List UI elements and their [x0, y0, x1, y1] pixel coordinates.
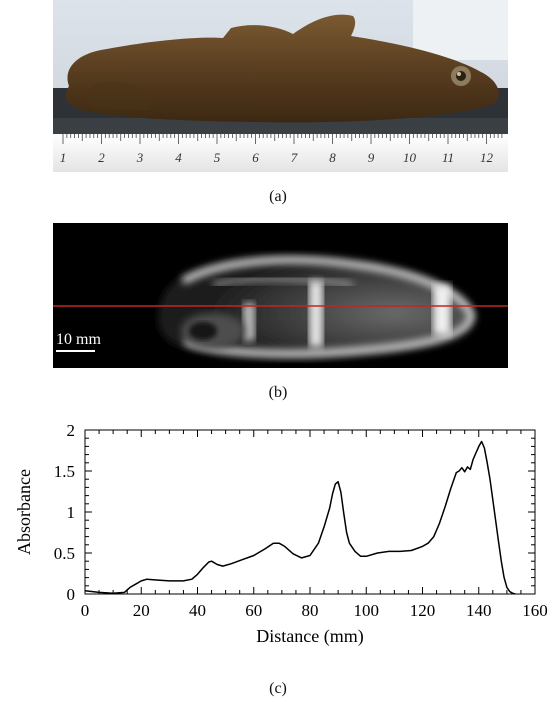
x-tick-label: 40: [189, 601, 206, 620]
x-tick-label: 60: [245, 601, 262, 620]
xray-image: 10 mm: [53, 223, 508, 368]
x-tick-label: 0: [81, 601, 90, 620]
panel-c-caption: (c): [269, 680, 287, 697]
y-axis-label: Absorbance: [14, 469, 34, 555]
x-tick-label: 20: [133, 601, 150, 620]
ruler-number: 7: [291, 150, 298, 165]
ruler-number: 6: [252, 150, 259, 165]
scale-bar-label: 10 mm: [56, 331, 101, 348]
absorbance-chart: 0 20 40 60 80 100 120 140 160 0 0.5 1 1.5 2 Distance …: [0, 418, 557, 668]
ruler-number: 3: [136, 150, 144, 165]
ruler-number: 9: [368, 150, 375, 165]
absorbance-series-line: [84, 440, 516, 595]
ruler-number: 2: [98, 150, 105, 165]
panel-b-caption: (b): [268, 384, 288, 401]
ruler-number: 10: [403, 150, 417, 165]
xray-illustration: [53, 223, 508, 368]
x-tick-label: 120: [410, 601, 436, 620]
x-axis-label: Distance (mm): [256, 626, 363, 647]
y-tick-label: 2: [67, 421, 76, 440]
x-tick-label: 80: [302, 601, 319, 620]
y-tick-label: 0: [67, 585, 76, 604]
photo-fish-mummy: 1 2 3 4 5 6 7 8 9 10 11 12: [53, 0, 508, 172]
y-tick-label: 0.5: [54, 544, 75, 563]
ruler-number: 12: [480, 150, 494, 165]
panel-a-caption: (a): [269, 188, 287, 205]
fish-photo-illustration: 1 2 3 4 5 6 7 8 9 10 11 12: [53, 0, 508, 172]
plot-area: [84, 429, 536, 595]
x-tick-label: 160: [522, 601, 548, 620]
ruler-number: 5: [214, 150, 221, 165]
ruler-number: 11: [442, 150, 454, 165]
ruler-number: 8: [329, 150, 336, 165]
x-tick-label: 100: [354, 601, 380, 620]
x-tick-label: 140: [466, 601, 492, 620]
ruler-number: 4: [175, 150, 182, 165]
y-tick-label: 1.5: [54, 462, 75, 481]
y-tick-label: 1: [67, 503, 76, 522]
ruler-number: 1: [60, 150, 67, 165]
